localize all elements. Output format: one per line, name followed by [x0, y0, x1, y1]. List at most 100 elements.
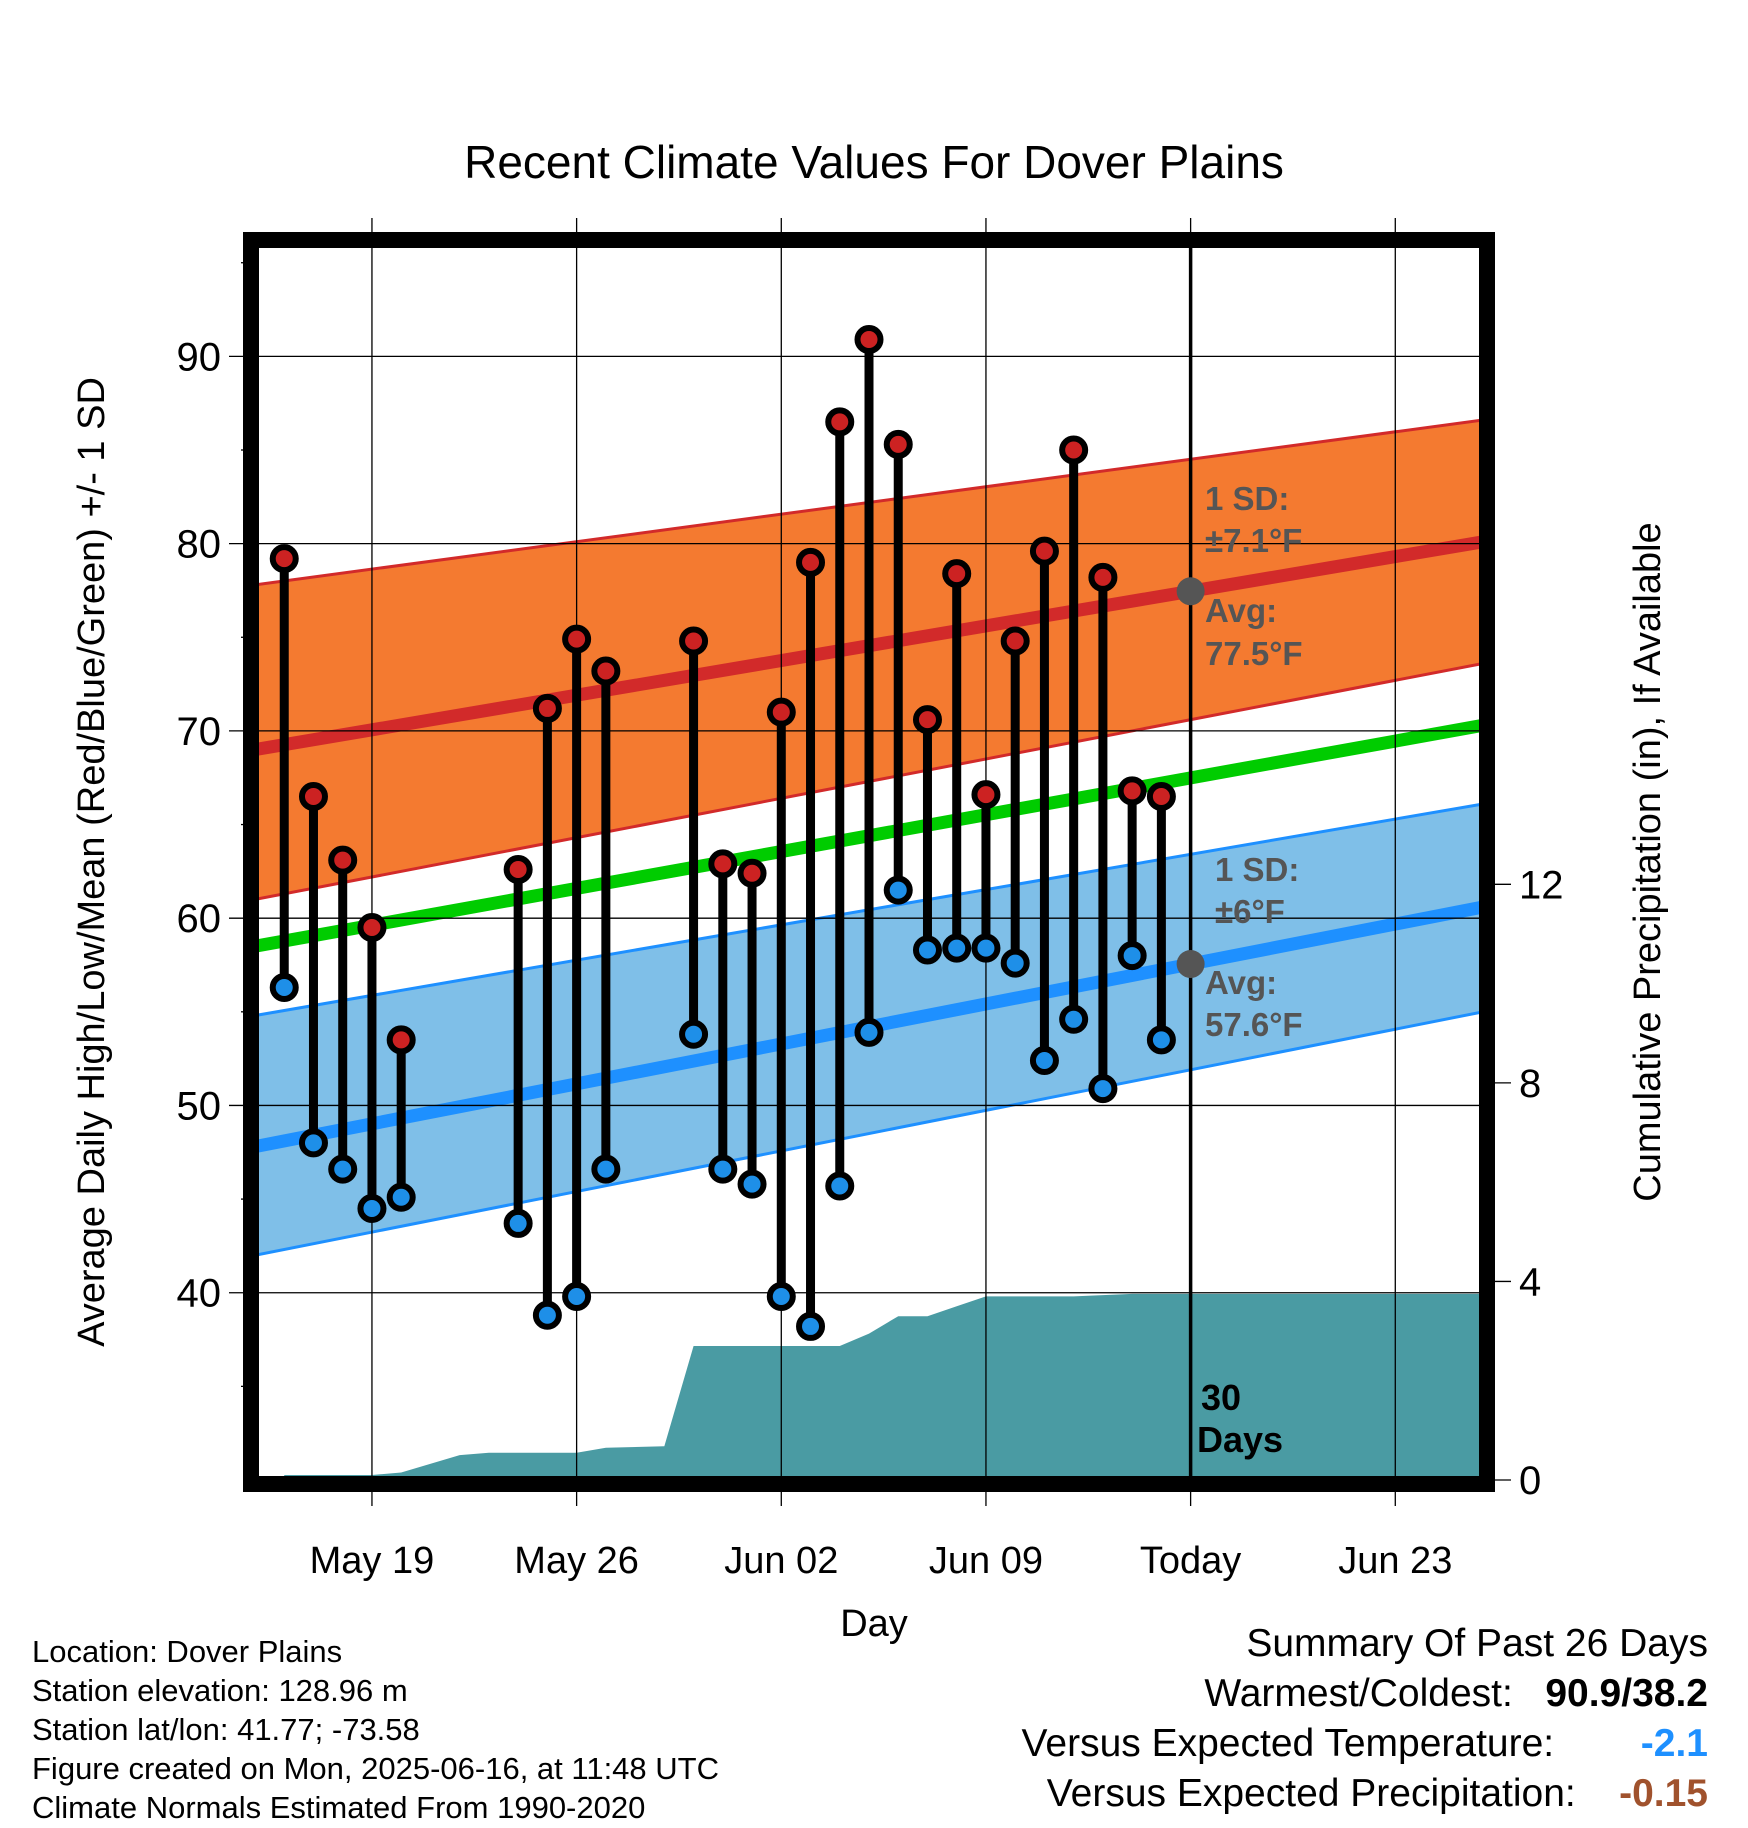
x-tick-label: Jun 09: [929, 1540, 1043, 1582]
high-point: [912, 705, 942, 735]
low-avg-value-annotation: 57.6°F: [1205, 1006, 1303, 1043]
y2-tick-label: 12: [1519, 863, 1564, 907]
high-point: [883, 429, 913, 459]
high-point: [1000, 626, 1030, 656]
low-point: [766, 1281, 796, 1311]
low-point: [679, 1019, 709, 1049]
high-point: [591, 656, 621, 686]
high-point: [1059, 435, 1089, 465]
low-point: [1029, 1046, 1059, 1076]
low-point: [386, 1182, 416, 1212]
plot-area: 1 SD: ±7.1°F Avg: 77.5°F 1 SD: ±6°F Avg: 57.6°F…: [177, 218, 1564, 1582]
precip-anomaly-label: Versus Expected Precipitation:: [1046, 1772, 1576, 1815]
low-point: [883, 875, 913, 905]
high-point: [298, 781, 328, 811]
high-point: [562, 624, 592, 654]
y2-tick-label: 8: [1519, 1062, 1541, 1106]
y2-tick-label: 0: [1519, 1459, 1541, 1503]
plot-frame: [243, 232, 1495, 1492]
x-tick-label: May 26: [514, 1540, 639, 1582]
low-point: [1000, 948, 1030, 978]
high-point: [737, 858, 767, 888]
high-point: [708, 849, 738, 879]
high-point: [971, 780, 1001, 810]
info-elevation: Station elevation: 128.96 m: [32, 1673, 408, 1708]
y-tick-label: 50: [177, 1084, 222, 1128]
warm-cold-label: Warmest/Coldest:: [1204, 1672, 1513, 1715]
high-point: [825, 407, 855, 437]
x-tick-label: Today: [1140, 1540, 1241, 1582]
x-axis-label: Day: [840, 1603, 908, 1645]
high-point: [1029, 536, 1059, 566]
warm-cold-value: 90.9/38.2: [1545, 1672, 1708, 1715]
high-point: [766, 697, 796, 727]
y-tick-label: 70: [177, 710, 222, 754]
low-point: [1146, 1025, 1176, 1055]
high-sd-value-annotation: ±7.1°F: [1205, 522, 1302, 559]
low-point: [737, 1169, 767, 1199]
precip-area: [284, 1293, 1483, 1480]
high-point: [679, 626, 709, 656]
low-point: [328, 1154, 358, 1184]
high-point: [328, 845, 358, 875]
high-sd-annotation: 1 SD:: [1205, 480, 1289, 517]
summary-warm-cold: Warmest/Coldest: 90.9/38.2: [1204, 1672, 1708, 1716]
low-point: [298, 1128, 328, 1158]
days-annotation-number: 30: [1201, 1377, 1241, 1418]
high-point: [1088, 562, 1118, 592]
summary-precip: Versus Expected Precipitation: -0.15: [1047, 1772, 1708, 1816]
low-point: [503, 1208, 533, 1238]
x-tick-label: Jun 02: [724, 1540, 838, 1582]
high-point: [269, 544, 299, 574]
y-tick-label: 90: [177, 335, 222, 379]
low-point: [796, 1311, 826, 1341]
x-tick-label: May 19: [310, 1540, 435, 1582]
low-point: [854, 1017, 884, 1047]
high-point: [503, 854, 533, 884]
y2-axis-label: Cumulative Precipitation (in), If Availa…: [1627, 522, 1669, 1201]
low-point: [1088, 1074, 1118, 1104]
y-tick-label: 80: [177, 523, 222, 567]
days-annotation-label: Days: [1197, 1419, 1283, 1460]
low-point: [591, 1154, 621, 1184]
x-tick-label: Jun 23: [1338, 1540, 1452, 1582]
low-avg-annotation: Avg:: [1205, 964, 1277, 1001]
high-point: [942, 559, 972, 589]
info-location: Location: Dover Plains: [32, 1634, 343, 1669]
temp-anomaly-value: -2.1: [1640, 1722, 1708, 1765]
y-tick-label: 40: [177, 1272, 222, 1316]
low-point: [1059, 1004, 1089, 1034]
high-avg-value-annotation: 77.5°F: [1205, 635, 1303, 672]
low-point: [825, 1171, 855, 1201]
low-sd-annotation: 1 SD:: [1215, 851, 1299, 888]
y2-tick-label: 4: [1519, 1260, 1541, 1304]
high-point: [386, 1025, 416, 1055]
high-point: [1146, 781, 1176, 811]
high-point: [854, 325, 884, 355]
low-sd-value-annotation: ±6°F: [1215, 893, 1285, 930]
low-point: [532, 1300, 562, 1330]
y-tick-label: 60: [177, 897, 222, 941]
high-point: [1117, 776, 1147, 806]
y-axis-label: Average Daily High/Low/Mean (Red/Blue/Gr…: [71, 377, 113, 1347]
low-point: [269, 972, 299, 1002]
summary-temp: Versus Expected Temperature: -2.1: [1022, 1722, 1708, 1766]
today-low-normal-marker: [1176, 950, 1205, 979]
low-point: [1117, 941, 1147, 971]
low-point: [562, 1281, 592, 1311]
info-latlon: Station lat/lon: 41.77; -73.58: [32, 1712, 420, 1747]
high-point: [357, 913, 387, 943]
low-point: [708, 1154, 738, 1184]
today-high-normal-marker: [1176, 577, 1205, 606]
precip-anomaly-value: -0.15: [1619, 1772, 1708, 1815]
chart-title: Recent Climate Values For Dover Plains: [464, 136, 1284, 188]
low-point: [357, 1193, 387, 1223]
high-point: [796, 547, 826, 577]
info-created: Figure created on Mon, 2025-06-16, at 11…: [32, 1751, 719, 1786]
temp-anomaly-label: Versus Expected Temperature:: [1021, 1722, 1555, 1765]
low-point: [971, 933, 1001, 963]
high-avg-annotation: Avg:: [1205, 592, 1277, 629]
low-sd-lower-line: [255, 1010, 1483, 1257]
low-point: [942, 933, 972, 963]
